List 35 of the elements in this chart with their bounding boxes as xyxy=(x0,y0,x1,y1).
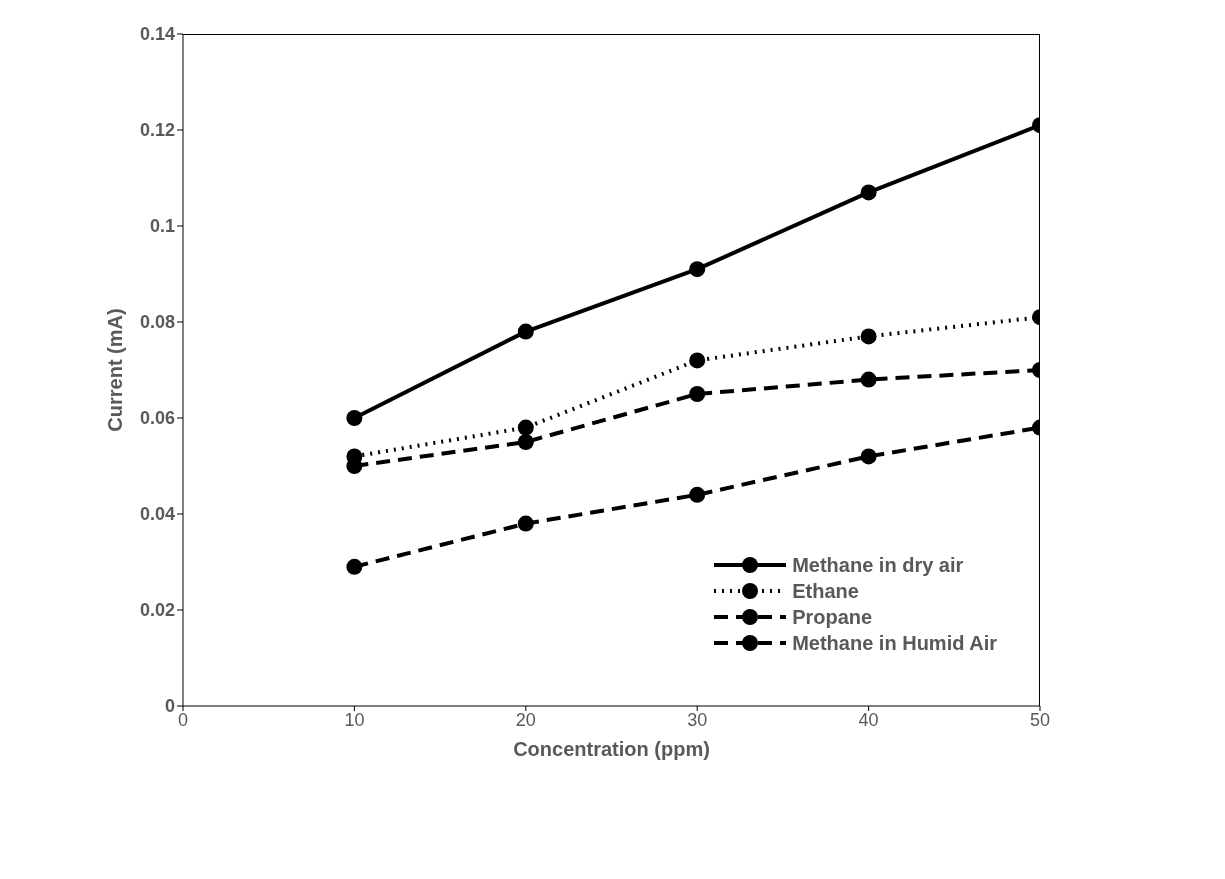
x-tick-label: 10 xyxy=(344,709,365,730)
y-tick-label: 0.08 xyxy=(139,312,175,333)
point xyxy=(517,434,534,450)
point xyxy=(346,458,363,474)
y-tick-label: 0.06 xyxy=(139,408,175,429)
point xyxy=(860,448,877,465)
legend-label: Ethane xyxy=(792,579,859,603)
x-tick-label: 40 xyxy=(858,709,879,730)
point xyxy=(689,386,706,402)
point xyxy=(689,486,706,503)
x-tick-label: 50 xyxy=(1029,709,1051,730)
x-tick-label: 20 xyxy=(515,709,536,730)
point xyxy=(860,328,877,345)
point xyxy=(860,184,877,201)
x-tick-label: 0 xyxy=(177,709,189,730)
point xyxy=(346,558,363,575)
point xyxy=(346,410,363,426)
y-tick-label: 0.02 xyxy=(139,600,175,621)
legend-label: Methane in dry air xyxy=(792,553,964,577)
legend-label: Propane xyxy=(792,605,873,629)
point xyxy=(689,261,706,278)
y-axis-title: Current (mA) xyxy=(104,308,127,432)
legend-label: Methane in Humid Air xyxy=(792,631,997,655)
point xyxy=(517,515,534,532)
point xyxy=(689,352,706,369)
x-axis-title: Concentration (ppm) xyxy=(513,738,710,760)
y-tick-label: 0.1 xyxy=(149,216,175,237)
point xyxy=(517,323,534,340)
point xyxy=(860,371,877,388)
y-tick-label: 0.14 xyxy=(139,24,175,45)
point xyxy=(517,419,534,436)
y-tick-label: 0.04 xyxy=(139,504,175,525)
y-tick-label: 0 xyxy=(164,696,175,717)
x-tick-label: 30 xyxy=(687,709,708,730)
y-tick-label: 0.12 xyxy=(139,120,175,141)
